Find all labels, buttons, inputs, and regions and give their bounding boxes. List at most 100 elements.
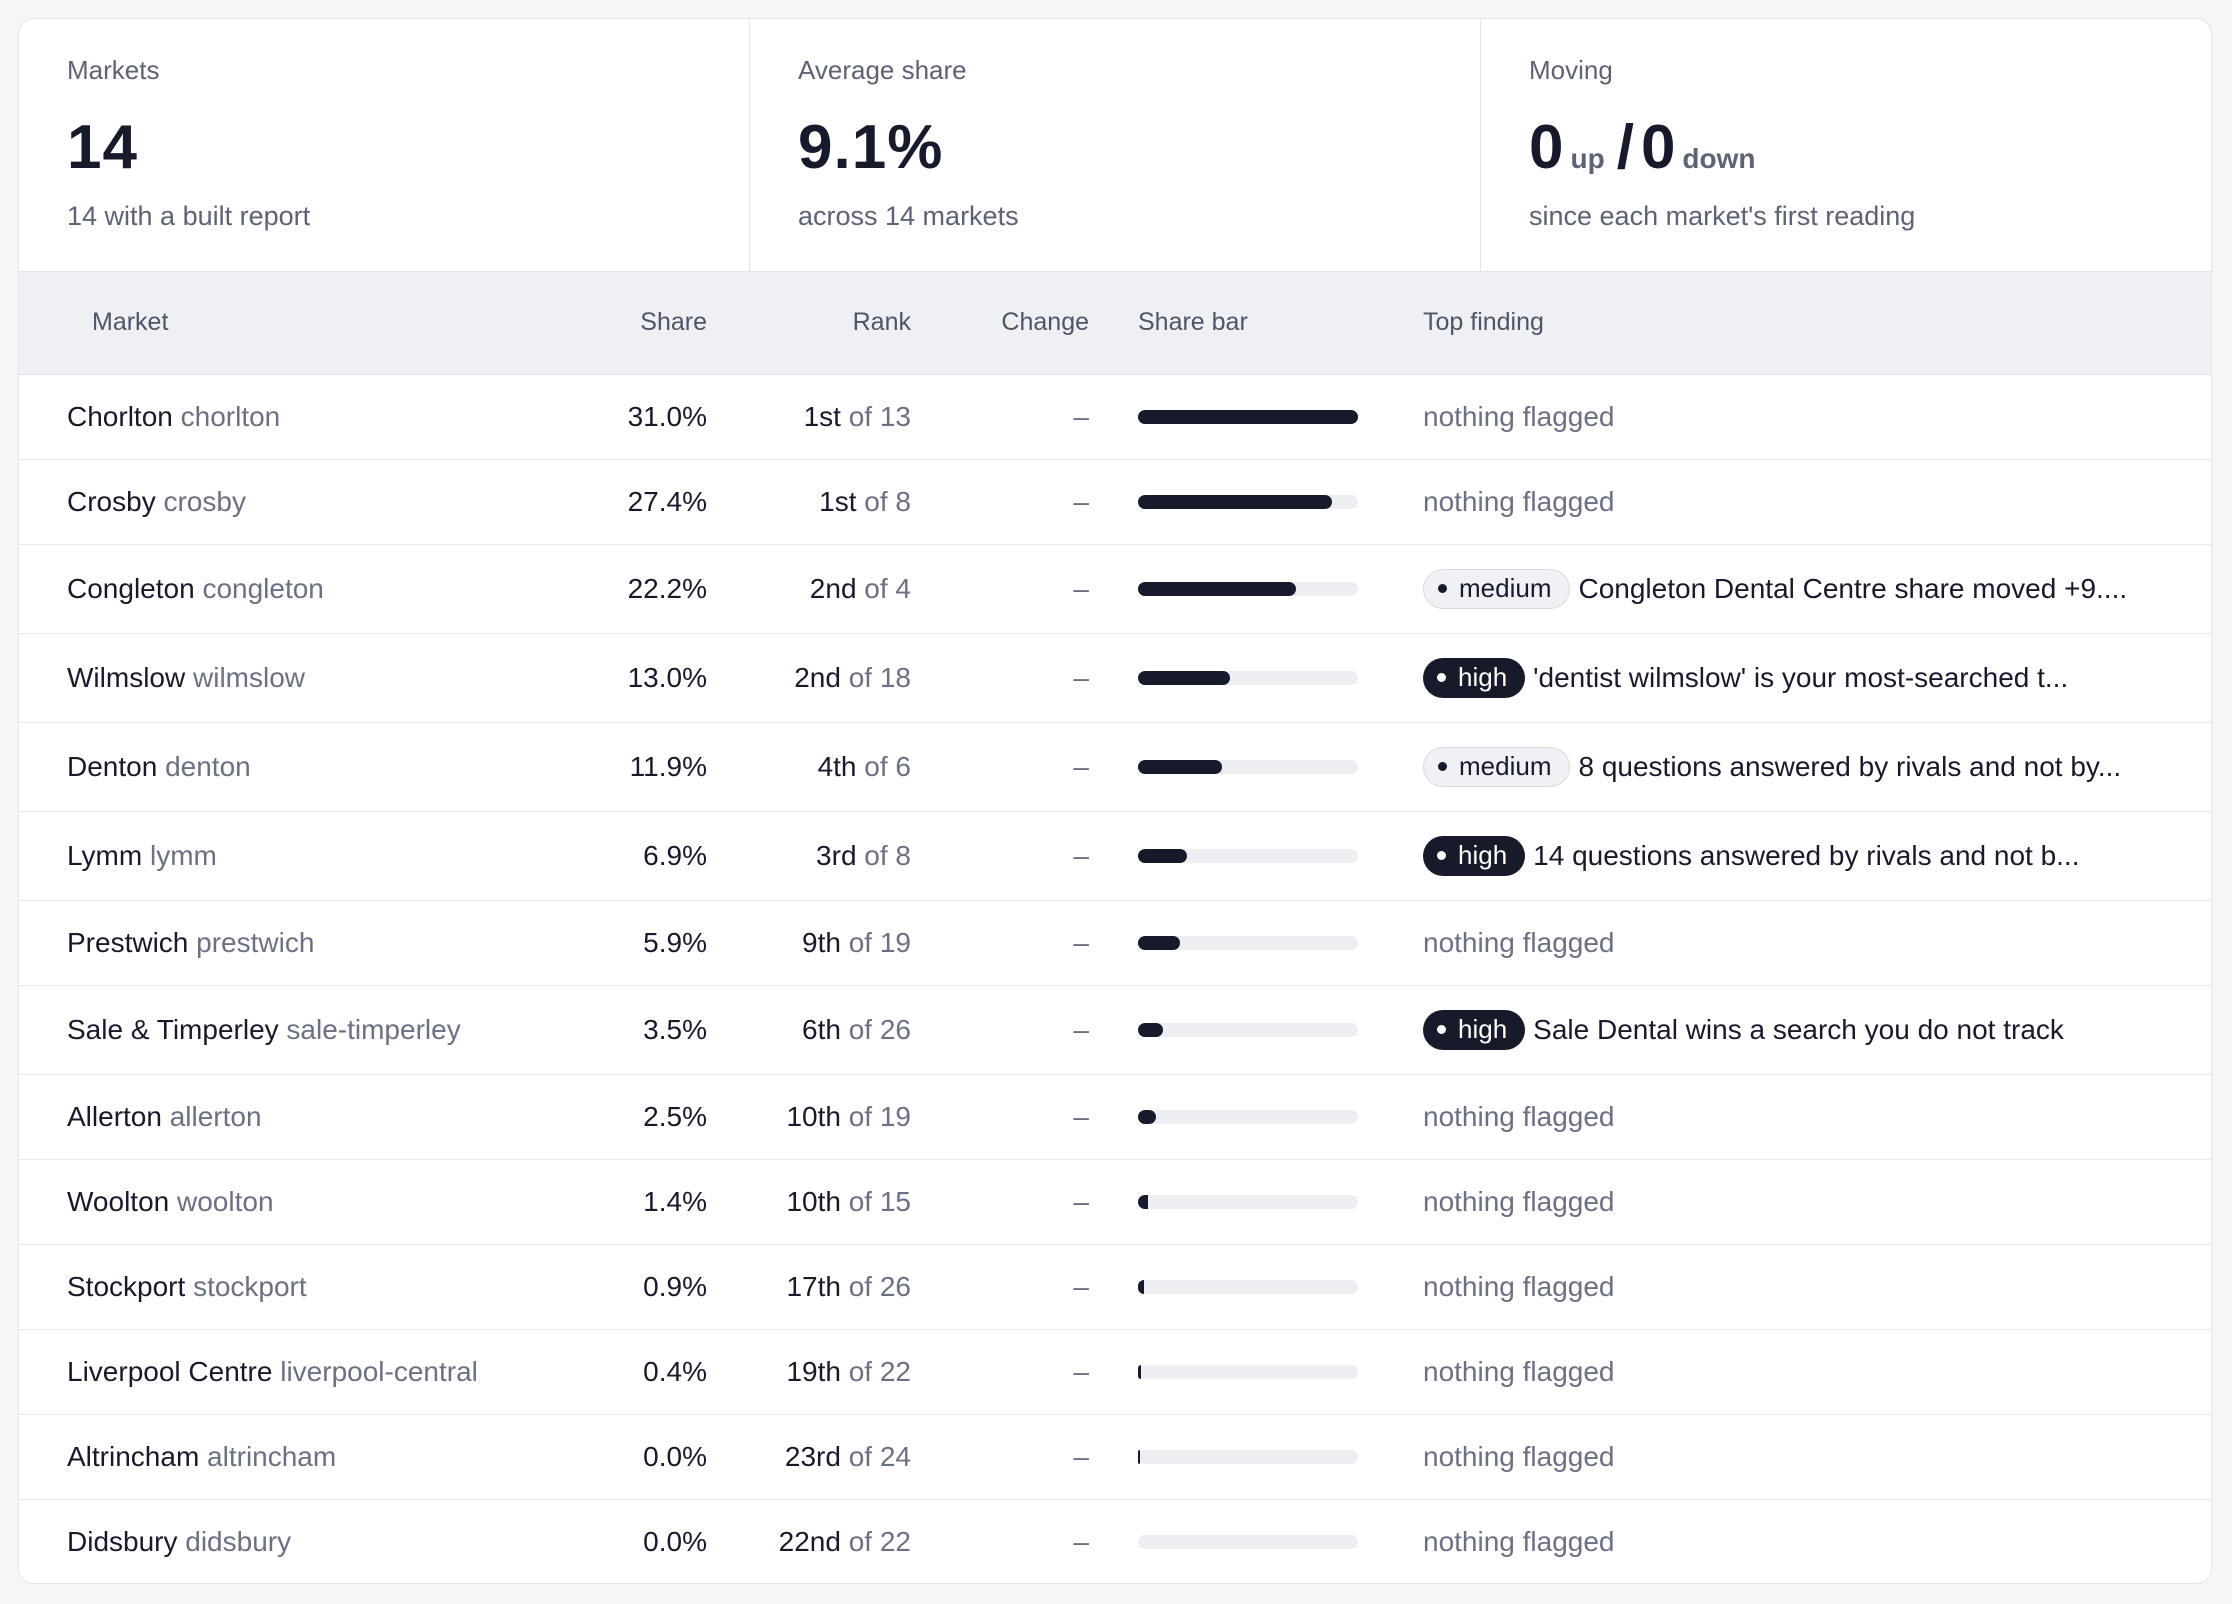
- share-bar-track: [1138, 494, 1358, 509]
- stat-moving: Moving 0 up/0 down since each market's fir…: [1481, 19, 2211, 271]
- market-name[interactable]: Lymm: [67, 839, 143, 871]
- market-name[interactable]: Sale & Timperley: [67, 1013, 279, 1045]
- market-cell: Sale & Timperley sale-timperley: [19, 985, 579, 1074]
- finding-text: 'dentist wilmslow' is your most-searched…: [1533, 661, 2069, 693]
- table-row[interactable]: Didsbury didsbury 0.0% 22nd of 22– nothing …: [19, 1499, 2211, 1583]
- finding[interactable]: medium Congleton Dental Centre share move…: [1423, 568, 2211, 609]
- table-row[interactable]: Congleton congleton 22.2% 2nd of 4– medium C…: [19, 544, 2211, 633]
- market-cell: Woolton woolton: [19, 1159, 579, 1244]
- rank-cell: 2nd of 4: [707, 544, 911, 633]
- share-bar-fill: [1138, 581, 1296, 596]
- market-name[interactable]: Chorlton: [67, 400, 173, 432]
- finding-text: 8 questions answered by rivals and not b…: [1578, 750, 2122, 782]
- stat-average-share-label: Average share: [798, 55, 967, 85]
- table-row[interactable]: Lymm lymm 6.9% 3rd of 8 – high 14 questions a…: [19, 811, 2211, 900]
- market-slug: chorlton: [180, 400, 281, 432]
- share-bar-cell: [1138, 459, 1423, 544]
- table-row[interactable]: Chorlton chorlton 31.0% 1st of 13– nothing …: [19, 374, 2211, 459]
- table-row[interactable]: Denton denton 11.9% 4th of 6– medium 8 quest…: [19, 722, 2211, 811]
- share-bar-track: [1138, 1364, 1358, 1379]
- change-cell: –: [1073, 1185, 1089, 1217]
- share-bar-track: [1138, 1022, 1358, 1037]
- severity-dot-icon: [1438, 762, 1447, 771]
- change-cell: –: [1073, 400, 1089, 432]
- market-cell: Altrincham altrincham: [19, 1414, 579, 1499]
- market-name[interactable]: Denton: [67, 750, 158, 782]
- top-finding-cell: nothing flagged: [1423, 1414, 2211, 1499]
- rank-total: of 8: [864, 485, 911, 517]
- market-name[interactable]: Didsbury: [67, 1525, 178, 1557]
- market-name[interactable]: Stockport: [67, 1270, 186, 1302]
- rank-total: of 19: [848, 926, 911, 958]
- top-finding-cell: nothing flagged: [1423, 459, 2211, 544]
- market-name[interactable]: Wilmslow: [67, 661, 186, 693]
- top-finding-cell: nothing flagged: [1423, 1499, 2211, 1583]
- column-header-share-bar: Share bar: [1138, 272, 1423, 375]
- change-cell: –: [1073, 485, 1089, 517]
- stat-average-share-note: across 14 markets: [798, 201, 1019, 231]
- market-name[interactable]: Congleton: [67, 572, 195, 604]
- column-header-change[interactable]: Change: [911, 272, 1089, 375]
- column-header-market[interactable]: Market: [19, 272, 579, 375]
- severity-dot-icon: [1437, 851, 1446, 860]
- top-finding-cell: nothing flagged: [1423, 374, 2211, 459]
- table-row[interactable]: Prestwich prestwich 5.9% 9th of 19– nothing…: [19, 900, 2211, 985]
- finding-text: Congleton Dental Centre share moved +9..…: [1578, 572, 2128, 604]
- severity-badge: high: [1423, 835, 1526, 876]
- table-row[interactable]: Liverpool Centre liverpool-central 0.4% 19…: [19, 1329, 2211, 1414]
- stat-markets-label: Markets: [67, 55, 160, 85]
- finding[interactable]: high 'dentist wilmslow' is your most-sear…: [1423, 657, 2211, 698]
- severity-badge: medium: [1423, 746, 1571, 787]
- share-bar-cell: [1138, 1244, 1423, 1329]
- severity-dot-icon: [1438, 584, 1447, 593]
- table-row[interactable]: Allerton allerton 2.5% 10th of 19– nothing …: [19, 1074, 2211, 1159]
- rank-total: of 22: [848, 1525, 911, 1557]
- share-cell: 0.0%: [643, 1440, 707, 1472]
- share-bar-track: [1138, 935, 1358, 950]
- table-row[interactable]: Stockport stockport 0.9% 17th of 26– nothin…: [19, 1244, 2211, 1329]
- table-row[interactable]: Crosby crosby 27.4% 1st of 8– nothing flagg…: [19, 459, 2211, 544]
- moving-up-label: up: [1570, 143, 1605, 174]
- column-header-share[interactable]: Share: [579, 272, 707, 375]
- market-name[interactable]: Altrincham: [67, 1440, 200, 1472]
- severity-label: high: [1458, 1014, 1508, 1044]
- finding[interactable]: medium 8 questions answered by rivals and…: [1423, 746, 2211, 787]
- table-row[interactable]: Woolton woolton 1.4% 10th of 15– nothing fl…: [19, 1159, 2211, 1244]
- stat-markets-value: 14: [67, 113, 138, 182]
- top-finding-cell: nothing flagged: [1423, 1159, 2211, 1244]
- finding-text: nothing flagged: [1423, 1100, 1615, 1132]
- change-cell: –: [1073, 1355, 1089, 1387]
- share-bar-fill: [1138, 1194, 1148, 1209]
- share-bar-fill: [1138, 670, 1230, 685]
- share-cell: 6.9%: [643, 839, 707, 871]
- market-cell: Lymm lymm: [19, 811, 579, 900]
- stat-moving-label: Moving: [1529, 55, 1613, 85]
- table-row[interactable]: Sale & Timperley sale-timperley 3.5% 6th o…: [19, 985, 2211, 1074]
- finding[interactable]: high Sale Dental wins a search you do not…: [1423, 1009, 2211, 1050]
- share-cell: 31.0%: [627, 400, 707, 432]
- stat-moving-value: 0 up/0 down: [1529, 117, 2211, 179]
- severity-label: medium: [1459, 751, 1552, 781]
- market-name[interactable]: Prestwich: [67, 926, 189, 958]
- change-cell: –: [1073, 1013, 1089, 1045]
- rank-ordinal: 4th: [817, 750, 857, 782]
- market-name[interactable]: Liverpool Centre: [67, 1355, 273, 1387]
- market-name[interactable]: Allerton: [67, 1100, 162, 1132]
- finding[interactable]: high 14 questions answered by rivals and …: [1423, 835, 2211, 876]
- change-cell: –: [1073, 661, 1089, 693]
- finding-text: nothing flagged: [1423, 1525, 1615, 1557]
- rank-cell: 3rd of 8: [707, 811, 911, 900]
- share-bar-cell: [1138, 722, 1423, 811]
- rank-cell: 2nd of 18: [707, 633, 911, 722]
- change-cell: –: [1073, 839, 1089, 871]
- market-name[interactable]: Woolton: [67, 1185, 170, 1217]
- market-name[interactable]: Crosby: [67, 485, 156, 517]
- column-header-rank[interactable]: Rank: [707, 272, 911, 375]
- share-cell: 11.9%: [629, 750, 707, 782]
- share-bar-fill: [1138, 848, 1187, 863]
- rank-ordinal: 3rd: [816, 839, 857, 871]
- rank-cell: 1st of 8: [707, 459, 911, 544]
- table-row[interactable]: Altrincham altrincham 0.0% 23rd of 24– noth…: [19, 1414, 2211, 1499]
- share-bar-track: [1138, 759, 1358, 774]
- table-row[interactable]: Wilmslow wilmslow 13.0% 2nd of 18– high'den…: [19, 633, 2211, 722]
